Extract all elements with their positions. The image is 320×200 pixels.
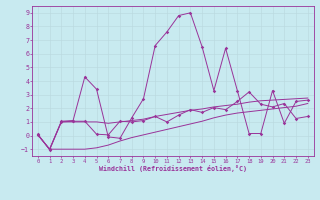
X-axis label: Windchill (Refroidissement éolien,°C): Windchill (Refroidissement éolien,°C) xyxy=(99,165,247,172)
